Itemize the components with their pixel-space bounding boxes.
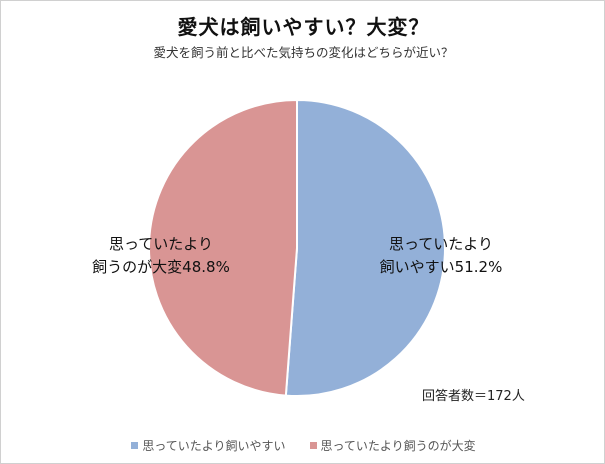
legend-swatch-easy bbox=[131, 442, 139, 449]
data-label-easy: 思っていたより飼いやすい51.2% bbox=[380, 235, 503, 276]
legend-item-hard: 思っていたより飼うのが大変 bbox=[309, 437, 476, 454]
chart-legend: 思っていたより飼いやすい 思っていたより飼うのが大変 bbox=[1, 437, 605, 454]
data-label-hard: 思っていたより飼うのが大変48.8% bbox=[92, 235, 230, 276]
legend-label-easy: 思っていたより飼いやすい bbox=[142, 439, 286, 453]
legend-label-hard: 思っていたより飼うのが大変 bbox=[320, 439, 476, 453]
legend-swatch-hard bbox=[309, 442, 317, 449]
pie-slice-easy bbox=[284, 98, 446, 397]
pie-slice-hard bbox=[147, 98, 298, 397]
chart-subtitle: 愛犬を飼う前と比べた気持ちの変化はどちらが近い？ bbox=[153, 45, 454, 60]
chart-title: 愛犬は飼いやすい？大変？ bbox=[177, 15, 430, 39]
legend-item-easy: 思っていたより飼いやすい bbox=[131, 437, 286, 454]
respondent-count-note: 回答者数＝172人 bbox=[422, 389, 525, 404]
